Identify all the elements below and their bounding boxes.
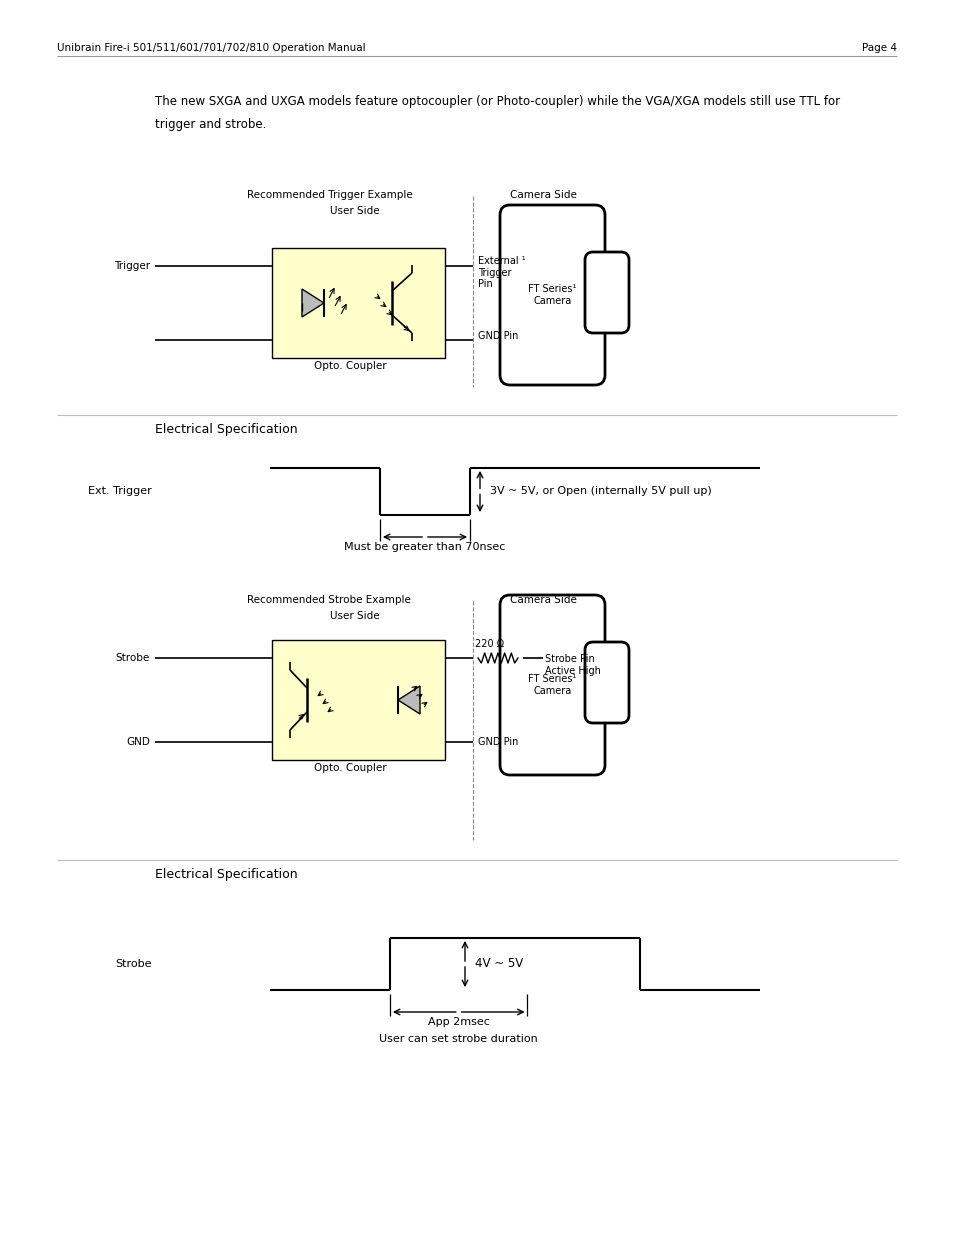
Text: FT Series¹
Camera: FT Series¹ Camera [528, 674, 576, 695]
Text: User can set strobe duration: User can set strobe duration [379, 1034, 537, 1044]
Text: Camera Side: Camera Side [510, 595, 577, 605]
Text: The new SXGA and UXGA models feature optocoupler (or Photo-coupler) while the VG: The new SXGA and UXGA models feature opt… [154, 95, 840, 107]
Text: User Side: User Side [330, 611, 379, 621]
Text: Electrical Specification: Electrical Specification [154, 424, 297, 436]
Text: Opto. Coupler: Opto. Coupler [314, 763, 386, 773]
FancyBboxPatch shape [499, 205, 604, 385]
Text: Recommended Strobe Example: Recommended Strobe Example [247, 595, 411, 605]
Text: 220 Ω: 220 Ω [475, 638, 503, 650]
Text: Recommended Trigger Example: Recommended Trigger Example [247, 190, 413, 200]
Polygon shape [397, 685, 419, 714]
Text: Strobe: Strobe [115, 653, 150, 663]
Text: trigger and strobe.: trigger and strobe. [154, 119, 266, 131]
Text: Ext. Trigger: Ext. Trigger [89, 487, 152, 496]
Text: FT Series¹
Camera: FT Series¹ Camera [528, 284, 576, 306]
Polygon shape [302, 289, 324, 317]
Text: External ¹
Trigger
Pin: External ¹ Trigger Pin [477, 256, 525, 289]
Text: Strobe: Strobe [115, 960, 152, 969]
Text: GND: GND [126, 737, 150, 747]
FancyBboxPatch shape [584, 642, 628, 722]
FancyBboxPatch shape [272, 640, 444, 760]
Text: Page 4: Page 4 [862, 43, 896, 53]
Text: Opto. Coupler: Opto. Coupler [314, 361, 386, 370]
Text: 3V ~ 5V, or Open (internally 5V pull up): 3V ~ 5V, or Open (internally 5V pull up) [490, 487, 711, 496]
Text: Strobe Pin
Active High: Strobe Pin Active High [544, 655, 600, 676]
FancyBboxPatch shape [272, 248, 444, 358]
FancyBboxPatch shape [584, 252, 628, 333]
Text: Must be greater than 70nsec: Must be greater than 70nsec [344, 542, 505, 552]
Text: App 2msec: App 2msec [427, 1016, 489, 1028]
Text: Trigger: Trigger [113, 261, 150, 270]
Text: Unibrain Fire-i 501/511/601/701/702/810 Operation Manual: Unibrain Fire-i 501/511/601/701/702/810 … [57, 43, 365, 53]
Text: Electrical Specification: Electrical Specification [154, 868, 297, 881]
Text: Camera Side: Camera Side [510, 190, 577, 200]
Text: GND Pin: GND Pin [477, 737, 517, 747]
Text: 4V ~ 5V: 4V ~ 5V [475, 957, 522, 971]
Text: User Side: User Side [330, 206, 379, 216]
FancyBboxPatch shape [499, 595, 604, 776]
Text: GND Pin: GND Pin [477, 331, 517, 341]
